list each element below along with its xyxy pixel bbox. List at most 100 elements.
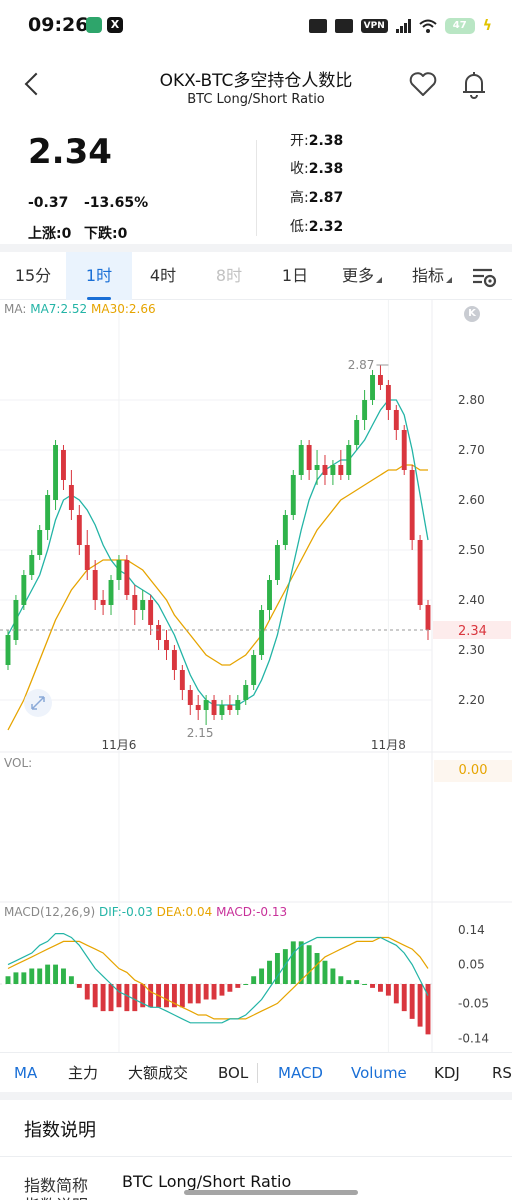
candle-body — [156, 625, 162, 640]
macd-legend-label: MACD(12,26,9) — [4, 905, 96, 919]
tab-15m[interactable]: 15分 — [0, 252, 66, 300]
macd-bar — [401, 984, 407, 1012]
candle-body — [76, 515, 82, 545]
macd-bar — [171, 984, 177, 1008]
home-app-icon — [86, 17, 102, 33]
macd-tick-label: 0.05 — [458, 958, 485, 972]
y-tick-label: 2.80 — [458, 393, 485, 407]
indicator-large-trades[interactable]: 大额成交 — [128, 1064, 189, 1082]
candle-body — [417, 540, 423, 605]
expand-icon-glyph — [31, 696, 45, 710]
current-price: 2.34 — [28, 132, 112, 172]
ma7-value: MA7:2.52 — [30, 302, 88, 316]
candle-body — [61, 450, 66, 480]
tab-1d[interactable]: 1日 — [264, 252, 326, 300]
macd-bar — [195, 984, 201, 1004]
macd-bar — [362, 984, 368, 985]
macd-bar — [132, 984, 138, 1012]
candle-body — [298, 445, 304, 475]
tab-indicators[interactable]: 指标 — [400, 252, 464, 300]
candle-body — [290, 475, 296, 515]
macd-tick-label: 0.14 — [458, 923, 485, 937]
macd-bar — [298, 941, 304, 984]
candle-body — [251, 655, 257, 685]
price-change-pct: -13.65% — [84, 195, 149, 211]
macd-bar — [306, 945, 312, 984]
macd-bar — [346, 980, 352, 984]
tab-4h[interactable]: 4时 — [132, 252, 194, 300]
candle-body — [29, 555, 35, 575]
macd-bar — [259, 968, 265, 984]
x-tick-label: 11月8 — [371, 738, 406, 752]
macd-bar — [68, 976, 74, 984]
candle-body — [37, 530, 43, 555]
tab-label: 更多 — [341, 266, 374, 285]
indicator-rsi[interactable]: RS — [492, 1064, 512, 1082]
battery-icon: 47 — [444, 18, 475, 34]
macd-bar — [140, 984, 146, 1008]
candle-body — [314, 465, 320, 470]
macd-bar — [290, 941, 296, 984]
chart-settings-button[interactable] — [470, 264, 498, 290]
macd-bar — [235, 984, 241, 988]
y-tick-label: 2.60 — [458, 493, 485, 507]
macd-bar — [84, 984, 90, 1000]
macd-tick-label: -0.05 — [458, 996, 489, 1010]
low-value: 2.32 — [308, 219, 344, 235]
kline-chart[interactable]: 2.80 2.70 2.60 2.50 2.40 2.30 2.20 11月6 11月8 2.34… — [0, 300, 512, 1052]
wifi-icon — [419, 19, 437, 33]
home-indicator[interactable] — [184, 1190, 358, 1195]
candle-body — [21, 575, 27, 605]
tab-label: 指标 — [411, 266, 444, 285]
candle-body — [370, 375, 375, 400]
candle-body — [306, 445, 312, 470]
macd-bar — [251, 976, 257, 984]
candle-body — [203, 700, 209, 710]
candle-body — [409, 470, 415, 540]
low-annotation: 2.15 — [187, 726, 214, 740]
close-row: 收:2.38 — [290, 158, 343, 178]
indicator-main-force[interactable]: 主力 — [68, 1064, 99, 1082]
ma30-value: MA30:2.66 — [91, 302, 156, 316]
tab-more[interactable]: 更多 — [330, 252, 394, 300]
tab-1h[interactable]: 1时 — [66, 252, 132, 300]
indicator-kdj[interactable]: KDJ — [434, 1064, 460, 1082]
page-subtitle: BTC Long/Short Ratio — [187, 92, 325, 107]
alert-button[interactable] — [460, 70, 488, 100]
macd-bar — [5, 976, 11, 984]
favorite-button[interactable] — [408, 70, 438, 98]
macd-bar — [314, 953, 320, 984]
open-row: 开:2.38 — [290, 130, 343, 150]
current-price-label: 2.34 — [458, 624, 487, 639]
vpn-icon: VPN — [360, 19, 388, 33]
close-label: 收: — [290, 161, 309, 177]
dea-line — [7, 936, 429, 1020]
macd-bar — [179, 984, 185, 1008]
candle-body — [124, 560, 130, 595]
candle-body — [84, 545, 90, 570]
status-icons: VPN 47 ϟ — [308, 15, 492, 37]
indicator-volume[interactable]: Volume — [351, 1064, 407, 1082]
price-change: -0.37 — [28, 195, 69, 211]
candle-body — [92, 570, 98, 600]
macd-value: MACD:-0.13 — [216, 905, 288, 919]
macd-bar — [267, 960, 272, 984]
macd-bar — [203, 984, 209, 1000]
macd-bar — [425, 984, 431, 1035]
indicator-divider — [257, 1063, 258, 1083]
macd-bar — [330, 968, 336, 984]
charging-icon: ϟ — [482, 18, 492, 34]
candle-body — [346, 445, 352, 475]
open-value: 2.38 — [308, 133, 344, 149]
kline-badge-icon[interactable]: K — [464, 306, 480, 322]
status-bar: 09:26 X VPN 47 ϟ — [0, 0, 512, 52]
indicator-bol[interactable]: BOL — [218, 1064, 249, 1082]
candle-body — [362, 400, 368, 420]
macd-bar — [322, 960, 328, 984]
candle-body — [211, 700, 217, 715]
indicator-ma[interactable]: MA — [14, 1064, 38, 1082]
macd-bar — [354, 980, 360, 984]
dif-value: DIF:-0.03 — [98, 905, 153, 919]
macd-bar — [108, 984, 114, 1012]
indicator-macd[interactable]: MACD — [278, 1064, 323, 1082]
